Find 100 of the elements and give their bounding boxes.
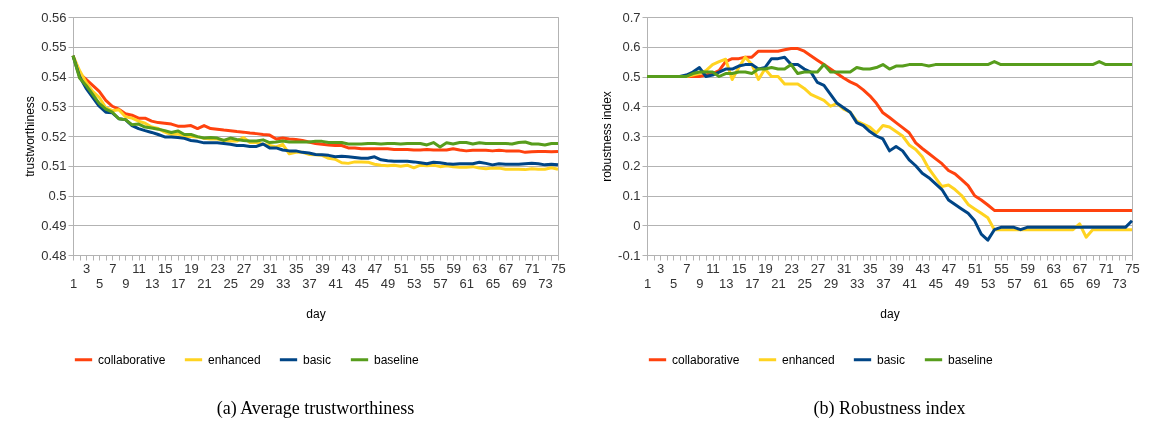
y-tick-label: 0 xyxy=(633,217,641,233)
x-tick-label: 39 xyxy=(315,260,330,276)
x-tick-label: 43 xyxy=(915,260,930,276)
x-tick-label: 43 xyxy=(341,260,356,276)
x-tick-label: 55 xyxy=(420,260,435,276)
x-tick-label: 11 xyxy=(706,260,720,276)
x-tick-label: 39 xyxy=(889,260,904,276)
x-tick-label: 37 xyxy=(302,275,317,291)
y-axis-title: robustness index xyxy=(600,91,615,182)
x-tick-label: 35 xyxy=(289,260,304,276)
legend-label: collaborative xyxy=(672,352,740,367)
x-tick-label: 49 xyxy=(380,275,396,291)
x-tick-label: 27 xyxy=(810,260,826,276)
x-tick-label: 51 xyxy=(967,260,983,276)
x-tick-label: 37 xyxy=(876,275,891,291)
legend-label: enhanced xyxy=(208,352,261,367)
x-tick-label: 7 xyxy=(683,260,691,276)
x-tick-label: 73 xyxy=(1112,275,1127,291)
x-tick-label: 5 xyxy=(670,275,678,291)
x-tick-label: 31 xyxy=(836,260,852,276)
x-tick-label: 17 xyxy=(171,275,186,291)
x-tick-label: 45 xyxy=(354,275,370,291)
x-tick-label: 17 xyxy=(745,275,760,291)
x-tick-label: 5 xyxy=(96,275,104,291)
y-tick-label: 0.55 xyxy=(41,39,67,55)
x-tick-label: 21 xyxy=(771,275,786,291)
y-tick-label: 0.53 xyxy=(41,98,67,114)
x-tick-label: 47 xyxy=(941,260,957,276)
x-tick-label: 51 xyxy=(393,260,409,276)
x-tick-label: 13 xyxy=(718,275,734,291)
x-tick-label: 71 xyxy=(1099,260,1114,276)
x-tick-label: 35 xyxy=(863,260,878,276)
x-tick-label: 3 xyxy=(82,260,91,276)
x-tick-label: 61 xyxy=(459,275,474,291)
x-tick-label: 67 xyxy=(498,260,514,276)
x-tick-label: 57 xyxy=(1007,275,1022,291)
x-tick-label: 41 xyxy=(902,275,917,291)
x-tick-label: 19 xyxy=(758,260,773,276)
x-tick-label: 71 xyxy=(525,260,540,276)
x-tick-label: 1 xyxy=(643,275,652,291)
x-tick-label: 41 xyxy=(328,275,343,291)
y-tick-label: 0.7 xyxy=(622,9,641,25)
x-tick-label: 57 xyxy=(433,275,448,291)
y-tick-label: 0.48 xyxy=(41,247,67,263)
x-tick-label: 23 xyxy=(784,260,799,276)
x-tick-label: 73 xyxy=(538,275,553,291)
x-tick-label: 21 xyxy=(197,275,212,291)
x-tick-label: 15 xyxy=(158,260,173,276)
y-tick-label: 0.49 xyxy=(41,217,67,233)
x-tick-label: 59 xyxy=(446,260,461,276)
line-series xyxy=(645,60,1134,78)
y-axis-title: trustworthiness xyxy=(23,96,38,177)
x-tick-label: 3 xyxy=(656,260,665,276)
x-tick-label: 69 xyxy=(511,275,527,291)
y-tick-label: 0.3 xyxy=(622,128,641,144)
legend-label: collaborative xyxy=(98,352,166,367)
y-tick-label: -0.1 xyxy=(618,247,641,263)
x-tick-label: 25 xyxy=(223,275,239,291)
x-tick-label: 53 xyxy=(981,275,996,291)
x-tick-label: 49 xyxy=(954,275,970,291)
legend-label: basic xyxy=(877,352,906,367)
x-tick-label: 65 xyxy=(1059,275,1075,291)
y-tick-label: 0.1 xyxy=(622,188,641,203)
x-tick-label: 29 xyxy=(823,275,839,291)
legend-label: baseline xyxy=(374,352,420,367)
x-axis-title: day xyxy=(306,306,326,321)
x-tick-label: 19 xyxy=(184,260,199,276)
y-tick-label: 0.6 xyxy=(622,39,641,55)
x-tick-label: 53 xyxy=(407,275,422,291)
x-tick-label: 33 xyxy=(276,275,291,291)
legend-label: enhanced xyxy=(782,352,835,367)
x-tick-label: 31 xyxy=(262,260,278,276)
y-tick-label: 0.5 xyxy=(622,69,641,84)
y-tick-label: 0.52 xyxy=(41,128,67,144)
text: (a) Average trustworthiness xyxy=(216,398,415,419)
x-tick-label: 45 xyxy=(928,275,944,291)
x-tick-label: 15 xyxy=(732,260,747,276)
legend-label: basic xyxy=(303,352,332,367)
x-tick-label: 23 xyxy=(210,260,225,276)
x-tick-label: 33 xyxy=(850,275,865,291)
y-tick-label: 0.54 xyxy=(41,69,67,84)
x-tick-label: 9 xyxy=(696,275,704,291)
x-axis-title: day xyxy=(880,306,900,321)
x-tick-label: 61 xyxy=(1033,275,1048,291)
y-tick-label: 0.4 xyxy=(622,98,641,114)
x-tick-label: 9 xyxy=(122,275,130,291)
x-tick-label: 63 xyxy=(1046,260,1062,276)
x-tick-label: 29 xyxy=(249,275,265,291)
x-tick-label: 11 xyxy=(132,260,146,276)
y-tick-label: 0.56 xyxy=(41,9,67,25)
x-tick-label: 75 xyxy=(551,260,566,276)
x-tick-label: 75 xyxy=(1125,260,1140,276)
legend-label: baseline xyxy=(948,352,994,367)
x-tick-label: 63 xyxy=(472,260,488,276)
x-tick-label: 69 xyxy=(1085,275,1101,291)
y-tick-label: 0.5 xyxy=(48,188,67,203)
x-tick-label: 47 xyxy=(367,260,383,276)
x-tick-label: 59 xyxy=(1020,260,1035,276)
x-tick-label: 25 xyxy=(797,275,813,291)
y-tick-label: 0.2 xyxy=(622,158,641,174)
